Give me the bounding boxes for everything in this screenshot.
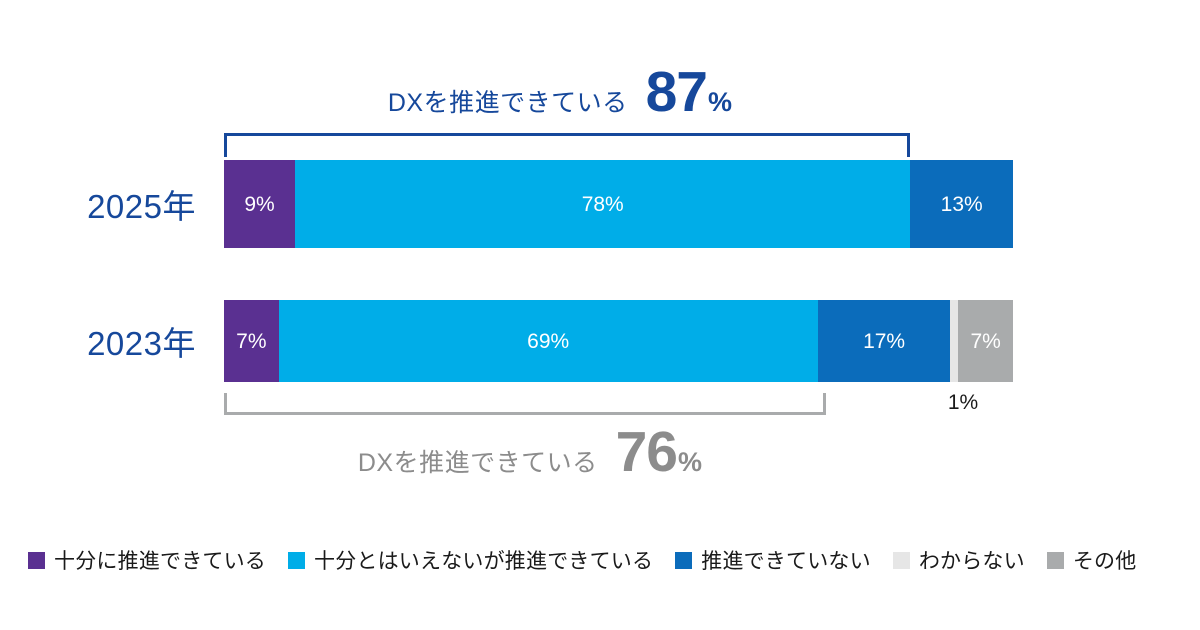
chart-legend: 十分に推進できている 十分とはいえないが推進できている 推進できていない わからない そ… [28,545,1178,575]
bar-segment: 13% [910,160,1013,248]
bar-segment-label: 13% [940,192,983,216]
legend-swatch-icon [892,551,910,569]
legend-item[interactable]: 十分に推進できている [28,545,266,575]
stacked-bar-2025: 9% 78% 13% [224,160,1013,248]
bar-segment [950,300,959,382]
callout-2023-value: 76 [615,420,678,484]
legend-label: わからない [918,550,1025,573]
legend-label: 十分とはいえないが推進できている [314,550,654,573]
callout-2025-label: DXを推進できている [387,89,628,117]
bracket-2025 [224,133,910,157]
legend-swatch-icon [288,551,305,569]
stacked-bar-2023: 7% 69% 17% 7% [224,300,1013,382]
bar-segment-label: 17% [863,329,906,353]
bar-segment: 78% [295,160,911,248]
legend-swatch-icon [1046,551,1064,569]
legend-label: 推進できていない [701,550,871,573]
bar-segment: 7% [224,300,279,382]
legend-item[interactable]: わからない [892,545,1025,575]
legend-swatch-icon [28,551,45,569]
callout-2025-value: 87 [645,60,708,124]
row-label-2025: 2025年 [87,188,196,225]
bracket-2023 [224,393,826,415]
legend-label: その他 [1072,550,1137,573]
callout-2023: DXを推進できている 76 % [0,424,826,481]
callout-2025: DXを推進できている 87 % [0,64,910,121]
bar-segment: 7% [958,300,1013,382]
legend-swatch-icon [675,551,693,569]
callout-2025-unit: % [707,87,732,117]
bar-segment: 69% [278,300,818,382]
bar-segment-label: 7% [970,329,1001,353]
legend-item[interactable]: その他 [1046,545,1137,575]
bar-segment-label: 69% [527,329,570,353]
legend-item[interactable]: 十分とはいえないが推進できている [288,545,653,575]
legend-item[interactable]: 推進できていない [675,545,871,575]
callout-2023-label: DXを推進できている [357,449,598,477]
row-label-2023: 2023年 [87,325,196,362]
bar-segment: 17% [817,300,951,382]
bar-segment-label: 78% [581,192,624,216]
footnote-1-percent: 1% [947,391,979,414]
callout-2023-unit: % [677,447,702,477]
bar-segment-label: 7% [236,329,267,353]
legend-label: 十分に推進できている [54,550,266,573]
bar-segment-label: 9% [244,192,275,216]
bar-row-2023: 2023年 7% 69% 17% 7% [0,300,1200,382]
bar-segment: 9% [224,160,295,248]
bar-row-2025: 2025年 9% 78% 13% [0,160,1200,248]
